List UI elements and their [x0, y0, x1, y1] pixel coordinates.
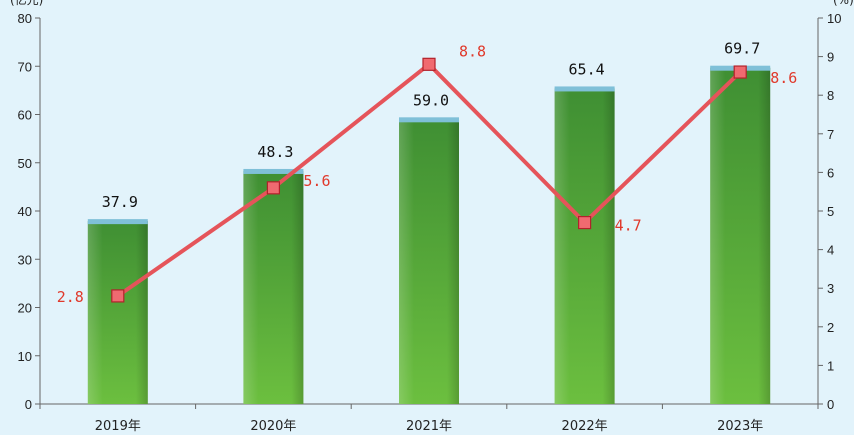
bar-value-label: 59.0 [413, 91, 449, 109]
bars [87, 65, 771, 404]
line-value-label: 2.8 [57, 288, 84, 306]
bar-value-label: 37.9 [102, 193, 138, 211]
bar-shade [243, 170, 304, 404]
y-right-tick-label: 1 [827, 358, 834, 373]
line-point-marker [422, 57, 436, 71]
y-left-tick-label: 30 [18, 252, 32, 267]
bar-top-cap [243, 168, 304, 174]
line-point-marker [577, 215, 592, 230]
y-left-tick-label: 40 [18, 204, 32, 219]
bar-top-cap [87, 219, 148, 225]
y-right-tick-label: 2 [827, 320, 834, 335]
data-labels: 37.9 48.3 59.0 65.4 69.7 2.8 5.6 8.8 4.7 8.6 [57, 40, 798, 306]
line-value-label: 8.8 [459, 42, 486, 60]
x-tick-label: 2022年 [562, 419, 608, 434]
line-value-label: 5.6 [303, 172, 330, 190]
bar-value-label: 65.4 [569, 60, 605, 78]
y-right-tick-label: 7 [827, 127, 834, 142]
y-left-tick-label: 70 [18, 59, 32, 74]
line-point-marker [266, 181, 280, 195]
y-right-tick-label: 9 [827, 50, 834, 65]
y-left-tick-label: 80 [18, 11, 32, 26]
x-tick-label: 2023年 [717, 419, 763, 434]
y-left-unit: (亿元) [10, 0, 43, 7]
line-series [111, 57, 747, 303]
x-tick-label: 2020年 [250, 419, 296, 434]
y-right-unit: (%) [833, 0, 854, 7]
y-right-tick-label: 0 [827, 397, 834, 412]
y-right-tick-label: 4 [827, 243, 834, 258]
bar-shade [710, 67, 771, 404]
bar-top-cap [399, 117, 459, 123]
line-point-marker [733, 65, 747, 79]
y-right-tick-label: 6 [827, 165, 834, 180]
y-left-tick-label: 10 [18, 349, 32, 364]
y-right-tick-label: 8 [827, 88, 834, 103]
y-left-tick-label: 60 [18, 108, 32, 123]
bar-value-label: 48.3 [257, 143, 293, 161]
x-tick-label: 2019年 [95, 419, 141, 434]
bar-top-cap [554, 86, 615, 92]
line-value-label: 4.7 [615, 217, 642, 235]
y-left-tick-label: 50 [18, 156, 32, 171]
line-point-marker [111, 289, 125, 303]
y-left-tick-label: 20 [18, 301, 32, 316]
bar-shade [554, 88, 615, 404]
y-right-tick-label: 5 [827, 204, 834, 219]
y-left-tick-label: 0 [25, 397, 32, 412]
line-value-label: 8.6 [770, 69, 797, 87]
bar-shade [87, 221, 148, 404]
x-tick-label: 2021年 [406, 419, 452, 434]
y-right-tick-label: 10 [827, 11, 841, 26]
bar-value-label: 69.7 [724, 40, 760, 58]
y-right-tick-label: 3 [827, 281, 834, 296]
bar-shade [399, 119, 459, 404]
